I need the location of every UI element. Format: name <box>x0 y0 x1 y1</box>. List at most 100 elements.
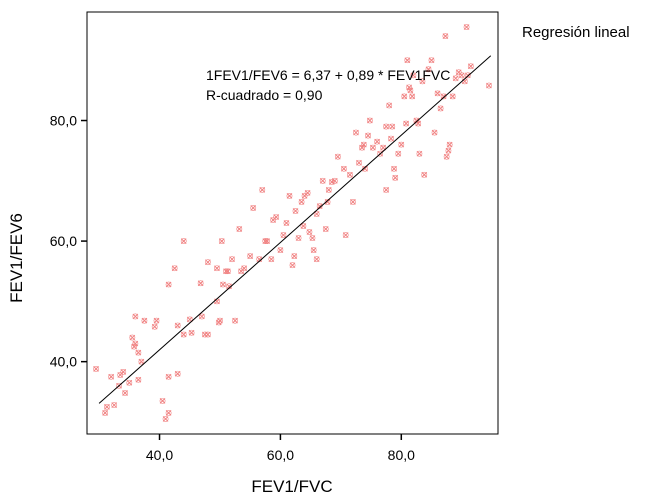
data-point <box>404 57 411 64</box>
data-point <box>383 123 390 130</box>
data-point <box>224 268 231 275</box>
data-point <box>174 322 181 329</box>
data-point <box>129 334 136 341</box>
data-point <box>291 253 298 260</box>
y-tick-label: 80,0 <box>50 113 77 129</box>
data-point <box>419 78 426 85</box>
y-axis: 40,0 60,0 80,0 <box>50 113 87 370</box>
data-point <box>298 198 305 205</box>
data-point <box>401 93 408 100</box>
data-point <box>250 205 257 211</box>
data-point <box>132 340 139 347</box>
data-point <box>374 138 381 145</box>
data-point <box>421 171 428 178</box>
data-point <box>295 235 302 241</box>
data-point <box>289 262 296 269</box>
data-point <box>223 268 229 275</box>
data-point <box>313 256 320 263</box>
y-tick-label: 40,0 <box>50 354 77 370</box>
data-point <box>325 186 332 193</box>
data-point <box>93 365 99 372</box>
data-point <box>334 153 341 160</box>
data-point <box>461 78 468 85</box>
data-point <box>277 247 284 254</box>
data-point <box>262 238 269 244</box>
data-point <box>120 369 127 375</box>
data-point <box>292 208 299 214</box>
data-point <box>264 238 271 244</box>
data-point <box>236 226 243 232</box>
data-point <box>369 144 376 151</box>
x-axis: 40,0 60,0 80,0 <box>146 434 415 463</box>
data-point <box>328 179 335 185</box>
data-point <box>283 220 290 226</box>
r-squared-annotation: R-cuadrado = 0,90 <box>206 87 323 103</box>
data-point <box>204 331 211 338</box>
data-point <box>360 141 367 148</box>
data-point <box>126 379 133 386</box>
data-point <box>416 150 423 157</box>
data-point <box>331 177 338 184</box>
data-point <box>153 317 160 324</box>
data-point <box>403 120 410 127</box>
data-point <box>413 117 420 124</box>
data-point <box>410 72 417 79</box>
legend-label: Regresión lineal <box>522 24 630 41</box>
data-point <box>218 238 225 244</box>
plot-frame <box>86 11 499 435</box>
data-point <box>366 117 373 124</box>
data-point <box>197 280 204 287</box>
data-point <box>365 132 371 139</box>
data-point <box>151 323 158 330</box>
data-point <box>362 165 368 172</box>
data-point <box>310 247 317 254</box>
data-point <box>162 416 169 422</box>
data-point <box>392 174 399 181</box>
data-point <box>171 265 178 272</box>
data-point <box>280 232 287 238</box>
x-tick-label: 80,0 <box>388 447 415 463</box>
data-point <box>165 409 172 416</box>
data-point <box>131 343 138 350</box>
data-point <box>214 298 220 305</box>
data-point <box>141 317 148 324</box>
data-point <box>340 165 347 172</box>
data-point <box>138 358 145 365</box>
data-point <box>232 317 238 324</box>
data-point <box>174 370 181 377</box>
data-point <box>111 402 118 408</box>
x-tick-label: 40,0 <box>146 447 173 463</box>
data-point <box>407 87 414 94</box>
plot-area-border <box>86 11 499 435</box>
data-point <box>324 198 331 205</box>
data-point <box>319 177 326 184</box>
data-point <box>188 329 195 336</box>
data-point <box>102 409 109 416</box>
data-point <box>449 93 456 100</box>
data-point <box>286 192 293 199</box>
data-point <box>440 93 447 100</box>
data-point <box>428 57 435 64</box>
data-point <box>322 226 329 232</box>
data-point <box>108 373 115 380</box>
data-point <box>180 238 187 244</box>
data-point <box>159 397 166 404</box>
data-point <box>259 186 266 193</box>
y-axis-title: FEV1/FEV6 <box>7 213 26 303</box>
data-point <box>389 123 396 130</box>
data-point <box>458 72 465 79</box>
data-point <box>398 141 405 148</box>
data-point <box>437 105 444 112</box>
data-point <box>467 63 474 70</box>
data-point <box>342 232 349 238</box>
data-point <box>442 33 449 40</box>
data-point <box>247 253 254 260</box>
data-point <box>356 159 362 166</box>
data-point <box>165 373 172 380</box>
data-point <box>388 135 394 142</box>
data-point <box>486 82 492 89</box>
data-point <box>198 313 205 320</box>
data-point <box>383 186 390 193</box>
data-point <box>180 331 187 338</box>
